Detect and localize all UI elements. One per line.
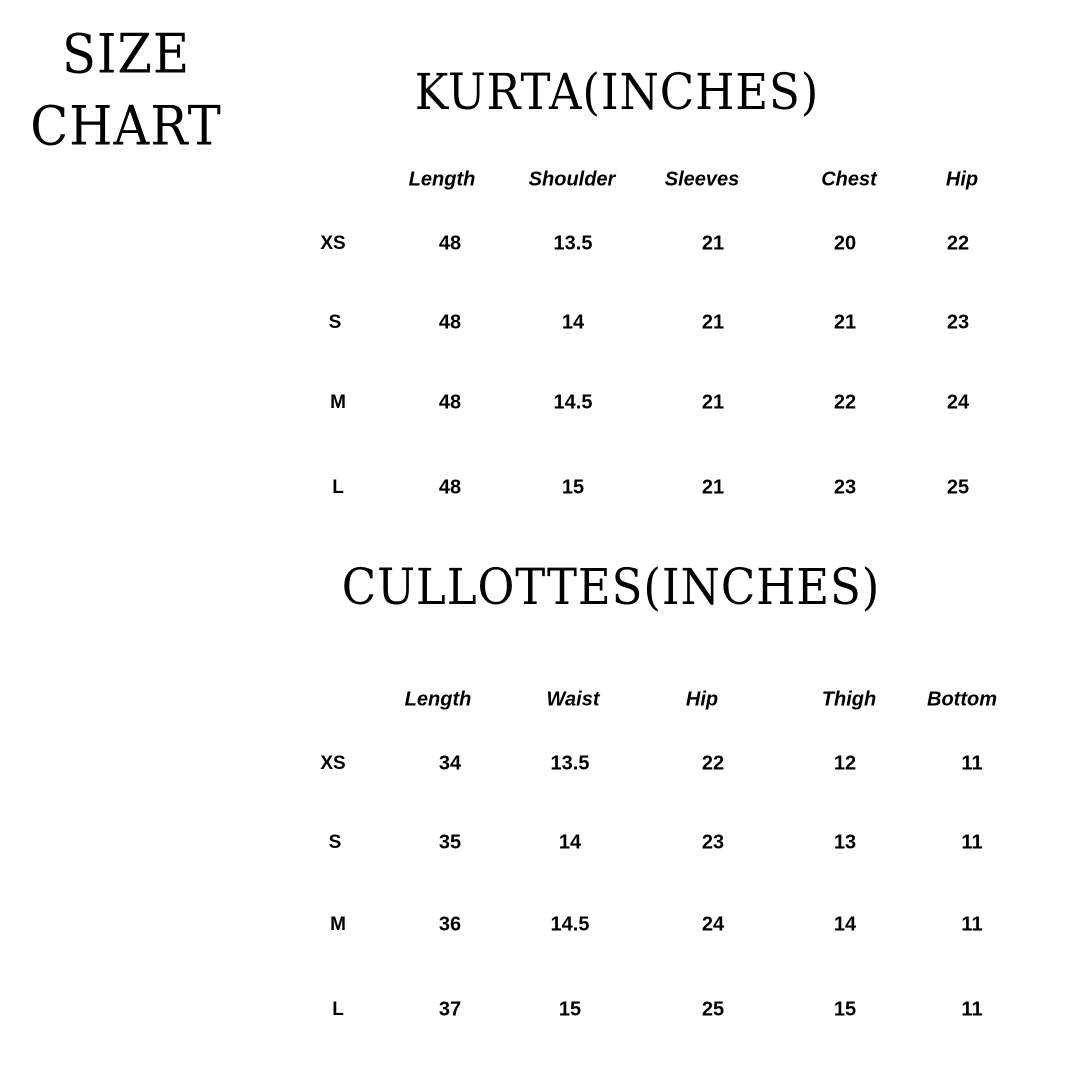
kurta-column-header: Chest xyxy=(821,168,877,191)
heading-size: SIZE xyxy=(61,22,191,86)
kurta-value-cell: 48 xyxy=(438,232,462,255)
cullottes-column-header: Thigh xyxy=(821,688,877,711)
cullottes-value-cell: 11 xyxy=(961,998,983,1021)
cullottes-value-cell: 14 xyxy=(833,913,857,936)
kurta-value-cell: 13.5 xyxy=(553,232,593,255)
cullottes-value-cell: 11 xyxy=(961,831,983,854)
kurta-value-cell: 24 xyxy=(946,391,970,414)
cullottes-value-cell: 11 xyxy=(961,752,983,775)
kurta-value-cell: 21 xyxy=(701,232,725,255)
cullottes-column-header: Length xyxy=(404,688,472,711)
kurta-column-header: Sleeves xyxy=(664,168,740,191)
kurta-title: KURTA(INCHES) xyxy=(414,63,820,121)
kurta-value-cell: 48 xyxy=(438,391,462,414)
kurta-value-cell: 21 xyxy=(701,311,725,334)
kurta-value-cell: 22 xyxy=(833,391,857,414)
cullottes-size-label: XS xyxy=(320,753,346,774)
kurta-value-cell: 21 xyxy=(701,391,725,414)
cullottes-value-cell: 13 xyxy=(833,831,857,854)
kurta-column-header: Hip xyxy=(945,168,979,191)
cullottes-size-label: M xyxy=(330,914,346,935)
kurta-value-cell: 23 xyxy=(946,311,970,334)
cullottes-value-cell: 14 xyxy=(558,831,582,854)
kurta-size-label: S xyxy=(328,312,342,333)
cullottes-column-header: Bottom xyxy=(927,688,997,711)
cullottes-title: CULLOTTES(INCHES) xyxy=(341,558,881,616)
kurta-column-header: Length xyxy=(408,168,476,191)
kurta-value-cell: 23 xyxy=(833,476,857,499)
cullottes-value-cell: 23 xyxy=(701,831,725,854)
kurta-size-label: L xyxy=(332,477,344,498)
cullottes-value-cell: 15 xyxy=(558,998,582,1021)
kurta-size-label: M xyxy=(330,392,346,413)
kurta-value-cell: 14 xyxy=(561,311,585,334)
cullottes-size-label: L xyxy=(332,999,344,1020)
cullottes-value-cell: 13.5 xyxy=(550,752,590,775)
kurta-value-cell: 21 xyxy=(833,311,857,334)
kurta-size-label: XS xyxy=(320,233,346,254)
cullottes-value-cell: 24 xyxy=(701,913,725,936)
kurta-column-header: Shoulder xyxy=(528,168,616,191)
kurta-value-cell: 48 xyxy=(438,311,462,334)
cullottes-column-header: Waist xyxy=(546,688,600,711)
kurta-value-cell: 14.5 xyxy=(553,391,593,414)
kurta-value-cell: 15 xyxy=(561,476,585,499)
cullottes-column-header: Hip xyxy=(685,688,719,711)
cullottes-value-cell: 37 xyxy=(438,998,462,1021)
kurta-value-cell: 25 xyxy=(946,476,970,499)
cullottes-value-cell: 12 xyxy=(833,752,857,775)
kurta-value-cell: 21 xyxy=(701,476,725,499)
cullottes-value-cell: 14.5 xyxy=(550,913,590,936)
cullottes-value-cell: 11 xyxy=(961,913,983,936)
kurta-value-cell: 48 xyxy=(438,476,462,499)
cullottes-value-cell: 34 xyxy=(438,752,462,775)
cullottes-value-cell: 25 xyxy=(701,998,725,1021)
heading-chart: CHART xyxy=(30,94,222,158)
cullottes-value-cell: 36 xyxy=(438,913,462,936)
kurta-value-cell: 22 xyxy=(946,232,970,255)
cullottes-size-label: S xyxy=(328,832,342,853)
cullottes-value-cell: 22 xyxy=(701,752,725,775)
kurta-value-cell: 20 xyxy=(833,232,857,255)
cullottes-value-cell: 35 xyxy=(438,831,462,854)
cullottes-value-cell: 15 xyxy=(833,998,857,1021)
